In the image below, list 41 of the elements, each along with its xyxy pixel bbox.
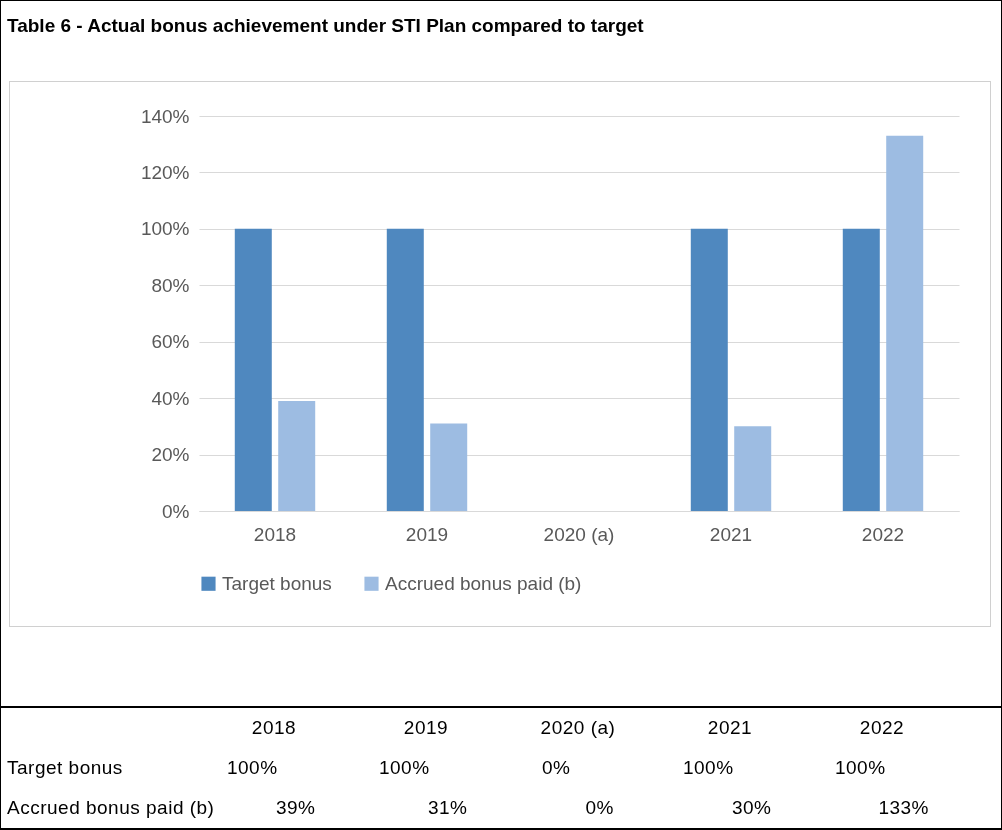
legend-label: Accrued bonus paid (b) — [385, 572, 582, 594]
bar — [886, 135, 924, 511]
data-label: 100% — [377, 756, 431, 780]
data-label: 100% — [225, 756, 279, 780]
data-label: 100% — [833, 756, 887, 780]
y-tick-label: 20% — [151, 444, 190, 466]
data-label: 0% — [584, 796, 615, 820]
data-label: 30% — [730, 796, 773, 820]
y-tick-label: 60% — [151, 331, 190, 353]
category-label: 2021 — [707, 717, 753, 738]
category-label: 2019 — [403, 717, 449, 738]
y-tick-label: 80% — [151, 274, 190, 296]
bar — [690, 228, 728, 511]
y-tick-label: 40% — [151, 387, 190, 409]
x-tick-label: 2021 — [709, 523, 753, 545]
y-tick-label: 100% — [140, 218, 190, 240]
bar — [842, 228, 880, 511]
text: Target bonus — [7, 757, 123, 778]
bar — [386, 228, 424, 511]
data-label: 0% — [541, 756, 572, 780]
x-tick-label: 2022 — [861, 523, 905, 545]
x-tick-label: 2018 — [253, 523, 297, 545]
text: Accrued bonus paid (b) — [7, 797, 215, 818]
x-tick-label: 2019 — [405, 523, 449, 545]
category-label: 2020 (a) — [540, 717, 616, 738]
data-label: 31% — [426, 796, 469, 820]
y-tick-label: 120% — [140, 161, 190, 183]
legend-label: Target bonus — [222, 572, 332, 594]
bar — [430, 423, 468, 511]
chart-title: Table 6 - Actual bonus achievement under STI Plan compared to target — [7, 15, 644, 37]
y-tick-label: 140% — [140, 105, 190, 127]
category-label: 2018 — [251, 717, 297, 738]
y-tick-label: 0% — [162, 500, 190, 522]
data-label: 100% — [681, 756, 735, 780]
bar — [734, 426, 772, 511]
category-label: 2022 — [859, 717, 905, 738]
data-label: 39% — [274, 796, 317, 820]
bar — [278, 400, 316, 511]
bar — [234, 228, 272, 511]
data-label: 133% — [877, 796, 930, 820]
x-tick-label: 2020 (a) — [543, 523, 615, 545]
